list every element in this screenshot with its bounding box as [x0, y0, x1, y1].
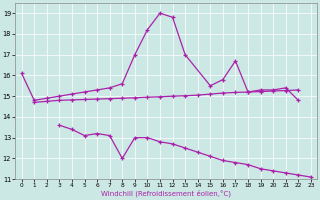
X-axis label: Windchill (Refroidissement éolien,°C): Windchill (Refroidissement éolien,°C): [101, 190, 231, 197]
